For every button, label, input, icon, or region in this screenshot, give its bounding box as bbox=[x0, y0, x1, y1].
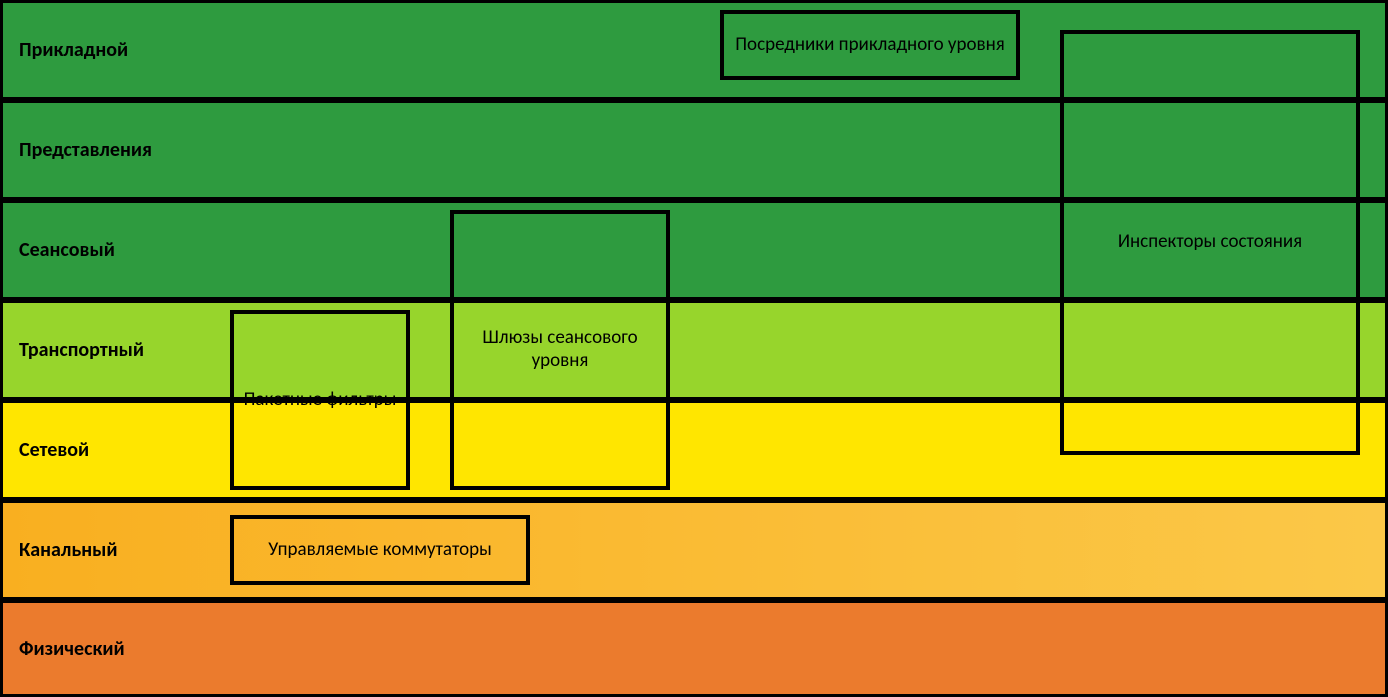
overlay-managed-switches: Управляемые коммутаторы bbox=[230, 515, 530, 585]
layer-physical: Физический bbox=[0, 600, 1388, 697]
overlay-stateful-inspectors: Инспекторы состояния bbox=[1060, 30, 1360, 455]
layer-label: Прикладной bbox=[3, 38, 128, 62]
layer-label: Сетевой bbox=[3, 438, 89, 462]
overlay-label: Шлюзы сеансового уровня bbox=[458, 327, 662, 373]
overlay-label: Управляемые коммутаторы bbox=[268, 539, 492, 562]
overlay-application-proxies: Посредники прикладного уровня bbox=[720, 10, 1020, 80]
overlay-label: Инспекторы состояния bbox=[1118, 231, 1302, 254]
overlay-session-gateways: Шлюзы сеансового уровня bbox=[450, 210, 670, 490]
layer-label: Физический bbox=[3, 637, 125, 661]
overlay-label: Посредники прикладного уровня bbox=[735, 34, 1005, 57]
layer-label: Сеансовый bbox=[3, 238, 115, 262]
layer-label: Транспортный bbox=[3, 338, 144, 362]
layer-label: Канальный bbox=[3, 538, 118, 562]
layer-datalink: Канальный bbox=[0, 500, 1388, 600]
layer-label: Представления bbox=[3, 138, 152, 162]
overlay-packet-filters: Пакетные фильтры bbox=[230, 310, 410, 490]
overlay-label: Пакетные фильтры bbox=[244, 389, 397, 412]
osi-firewall-diagram: Прикладной Представления Сеансовый Транс… bbox=[0, 0, 1388, 697]
